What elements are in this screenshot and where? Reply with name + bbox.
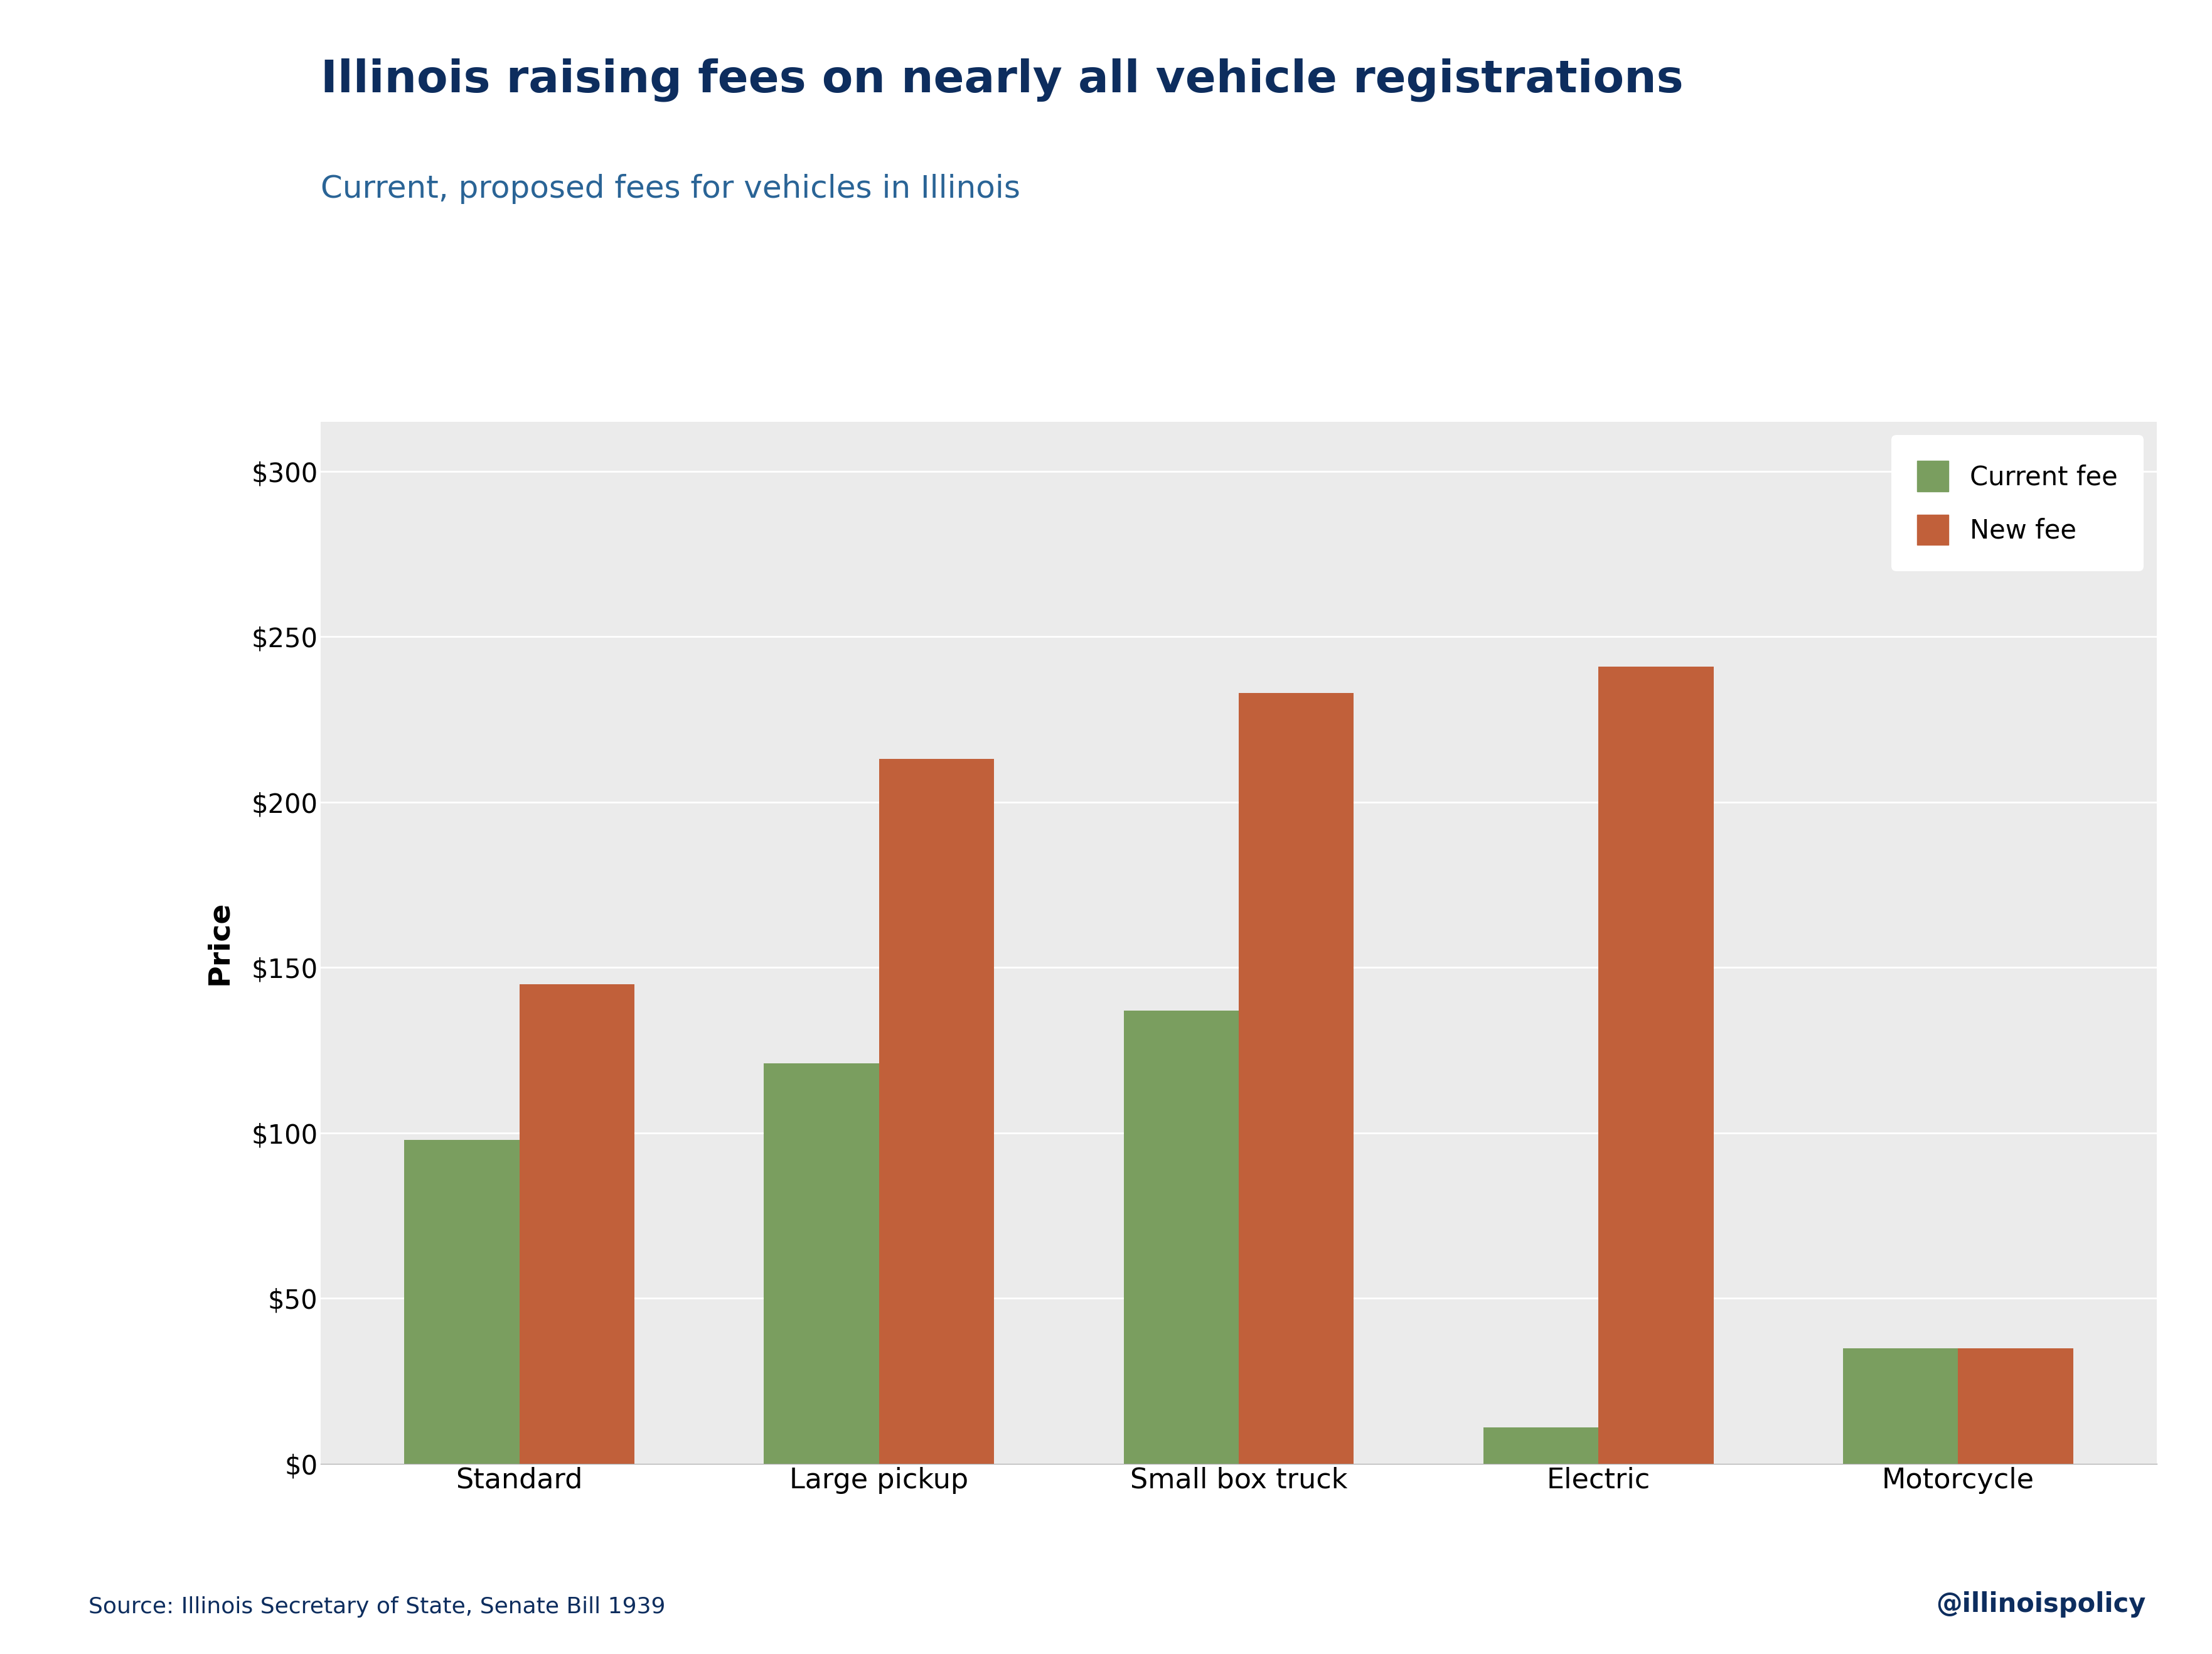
Bar: [520, 984, 635, 1464]
Y-axis label: Price: Price: [206, 901, 234, 984]
Bar: [878, 759, 993, 1464]
Bar: [1958, 1348, 2073, 1464]
Text: Current, proposed fees for vehicles in Illinois: Current, proposed fees for vehicles in I…: [321, 174, 1020, 203]
Bar: [1484, 1427, 1599, 1464]
Legend: Current fee, New fee: Current fee, New fee: [1891, 435, 2143, 571]
Bar: [405, 1140, 520, 1464]
Bar: [1239, 693, 1354, 1464]
Bar: [1843, 1348, 1958, 1464]
Text: @illinoispolicy: @illinoispolicy: [1936, 1591, 2146, 1618]
Bar: [1124, 1011, 1239, 1464]
Bar: [763, 1064, 878, 1464]
Text: Source: Illinois Secretary of State, Senate Bill 1939: Source: Illinois Secretary of State, Sen…: [88, 1596, 666, 1618]
Text: Illinois raising fees on nearly all vehicle registrations: Illinois raising fees on nearly all vehi…: [321, 58, 1683, 101]
Bar: [1599, 667, 1714, 1464]
